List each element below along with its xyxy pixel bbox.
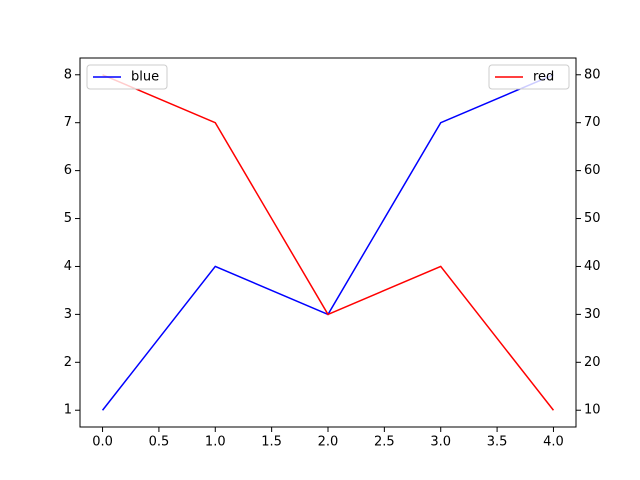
y2-tick-label: 10 xyxy=(584,403,601,418)
y-tick-label: 8 xyxy=(64,67,72,82)
x-tick-label: 1.0 xyxy=(205,435,226,450)
y-tick-label: 2 xyxy=(64,355,72,370)
y-tick-label: 5 xyxy=(64,211,72,226)
x-tick-label: 3.0 xyxy=(430,435,451,450)
y-tick-label: 1 xyxy=(64,403,72,418)
y2-tick-label: 50 xyxy=(584,211,601,226)
legend-box xyxy=(86,64,168,90)
legend-box xyxy=(488,64,570,90)
y-tick-label: 3 xyxy=(64,307,72,322)
x-tick-label: 3.5 xyxy=(487,435,508,450)
y2-tick-label: 20 xyxy=(584,355,601,370)
x-tick-label: 4.0 xyxy=(543,435,564,450)
y2-tick-label: 40 xyxy=(584,259,601,274)
y2-tick-label: 70 xyxy=(584,115,601,130)
axes-frame xyxy=(79,57,577,428)
legend-label: blue xyxy=(131,70,159,85)
line xyxy=(102,74,555,411)
y2-tick-label: 30 xyxy=(584,307,601,322)
x-tick-label: 0.5 xyxy=(149,435,170,450)
y2-tick-label: 80 xyxy=(584,67,601,82)
x-tick-label: 2.0 xyxy=(318,435,339,450)
y-tick-label: 6 xyxy=(64,163,72,178)
x-tick-label: 0.0 xyxy=(92,435,113,450)
x-tick-label: 2.5 xyxy=(374,435,395,450)
legend-label: red xyxy=(533,70,554,85)
y-tick-label: 7 xyxy=(64,115,72,130)
y2-tick-label: 60 xyxy=(584,163,601,178)
y-tick-label: 4 xyxy=(64,259,72,274)
x-tick-label: 1.5 xyxy=(261,435,282,450)
